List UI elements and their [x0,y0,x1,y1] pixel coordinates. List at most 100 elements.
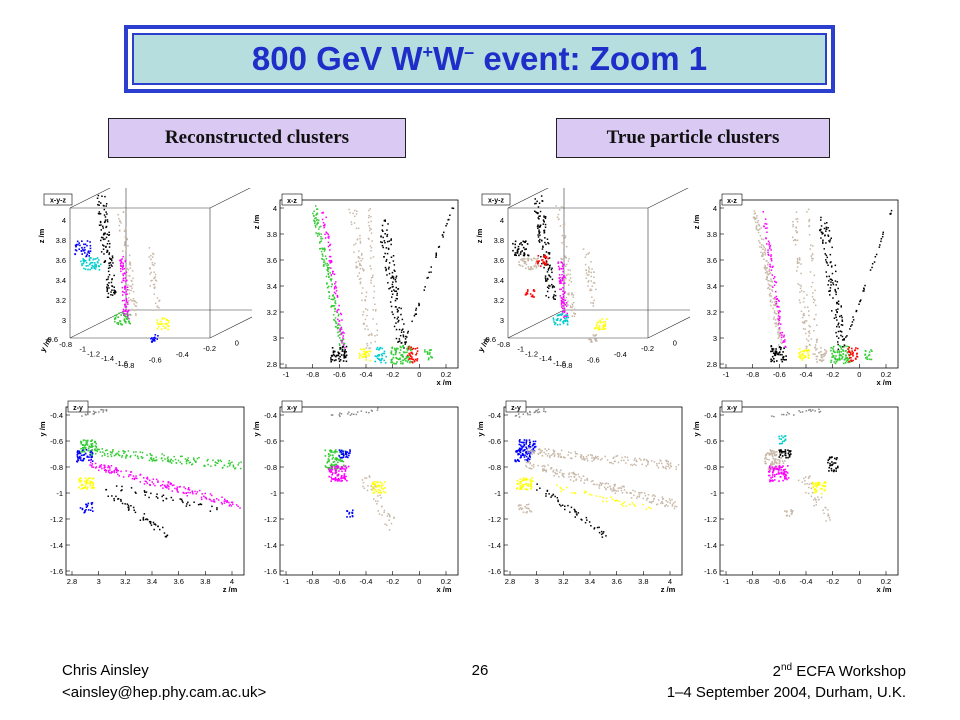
hit-point [150,271,152,274]
hit-point [564,320,567,322]
hit-point [559,319,561,322]
hit-point [154,273,157,276]
hit-point [665,500,667,502]
hit-point [833,462,835,464]
footer-workshop: 2nd ECFA Workshop [772,662,906,680]
hit-point [560,206,563,208]
hit-point [568,451,570,453]
hit-point [560,318,562,321]
hit-point [382,488,384,490]
hit-point [773,357,775,360]
hit-point [841,316,843,319]
hit-point [129,456,131,458]
hit-point [334,319,336,322]
hit-point [383,219,386,222]
hit-point [841,356,844,358]
hit-point [768,254,770,256]
hit-point [319,242,321,244]
hit-point [125,280,127,283]
hit-point [560,282,562,284]
hit-point [653,497,655,500]
hit-point [598,484,601,486]
hit-point [418,302,420,305]
x-tick-label: -1 [723,370,730,379]
hit-point [104,466,106,468]
hit-point [546,277,549,280]
hit-point [529,410,531,413]
hit-point [514,459,516,461]
hit-point [411,356,413,358]
hit-point [428,271,430,274]
hit-point [771,280,773,282]
hit-point [591,285,593,287]
hit-point [645,465,647,467]
hit-point [528,458,531,461]
hit-point [804,356,807,358]
hit-point [811,257,813,260]
hit-point [337,477,340,480]
hit-point [84,487,87,489]
hit-point [344,347,346,349]
hit-point [862,290,864,292]
hit-point [397,348,399,350]
hit-point [547,267,550,270]
hit-point [519,439,521,441]
hit-point [810,495,813,498]
hit-point [609,461,611,464]
hit-point [395,348,397,351]
hit-point [435,252,437,254]
hit-point [149,268,151,270]
hit-point [126,279,128,282]
hit-point [641,491,643,494]
hit-point [390,522,393,525]
hit-point [545,259,548,262]
hit-point [361,479,364,481]
hit-point [142,519,145,521]
hit-point [84,485,87,487]
hit-point [331,283,333,286]
hit-point [161,317,164,319]
hit-point [325,275,328,278]
hit-point [574,473,576,476]
hit-point [355,265,357,268]
hit-point [766,227,768,229]
hit-point [372,309,374,311]
hit-point [400,354,402,356]
hit-point [625,491,628,494]
hit-point [582,248,585,250]
hit-point [863,288,865,290]
hit-point [120,489,122,492]
hit-point [326,262,329,265]
hit-point [105,203,108,205]
hit-point [547,296,550,299]
hit-point [814,490,817,493]
hit-point [385,247,388,249]
hit-point [85,414,87,416]
hit-point [565,277,567,280]
hit-point [83,511,85,514]
hit-point [334,283,336,285]
hit-point [528,452,531,454]
footer-email[interactable]: <ainsley@hep.phy.cam.ac.uk> [62,684,267,701]
hit-point [842,346,844,348]
hit-point [634,490,636,493]
hit-point [517,453,519,455]
hit-point [878,246,881,248]
hit-point [359,267,362,270]
hit-point [406,361,409,363]
hit-point [95,446,98,448]
hit-point [330,305,333,308]
hit-point [535,261,537,263]
hit-point [768,471,771,473]
hit-point [553,450,555,452]
hit-point [345,345,348,348]
hit-point [571,492,573,494]
hit-point [365,477,368,479]
hit-point [119,259,121,262]
hit-point [374,355,377,357]
hit-point [338,343,341,345]
hit-point [111,285,113,287]
hit-point [381,241,383,244]
hit-point [854,349,856,352]
hit-point [544,411,547,413]
